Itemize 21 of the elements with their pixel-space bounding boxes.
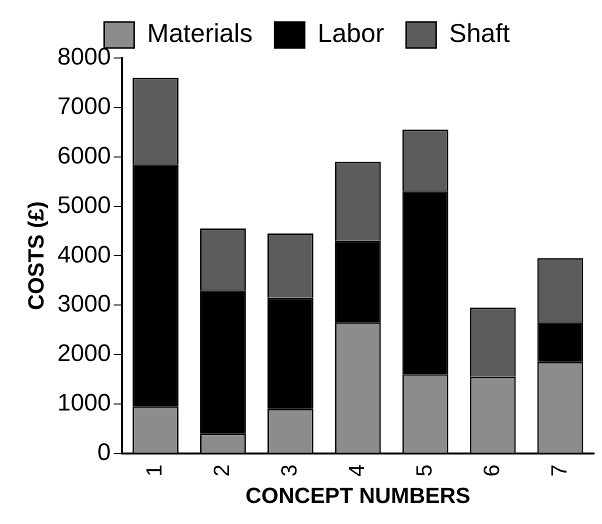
legend-label: Materials <box>147 18 253 48</box>
y-tick-label: 3000 <box>57 290 111 318</box>
y-tick-label: 0 <box>97 438 111 466</box>
y-tick-label: 7000 <box>57 93 111 120</box>
legend-label: Shaft <box>449 18 511 48</box>
x-tick-label: 4 <box>344 464 369 477</box>
y-axis-title: COSTS (£) <box>23 201 48 310</box>
x-tick-label: 2 <box>209 464 234 477</box>
y-tick-label: 6000 <box>57 142 111 170</box>
x-tick-label: 3 <box>276 464 302 477</box>
y-tick-label: 2000 <box>57 340 111 368</box>
x-tick-label: 1 <box>142 464 167 477</box>
x-tick-label: 6 <box>478 464 504 477</box>
y-tick-label: 8000 <box>57 44 111 71</box>
x-axis-title: CONCEPT NUMBERS <box>245 482 470 508</box>
y-tick-label: 1000 <box>57 390 111 417</box>
x-tick-label: 5 <box>411 464 436 477</box>
x-tick-label: 7 <box>546 464 572 477</box>
y-tick-label: 4000 <box>57 241 111 268</box>
y-tick-label: 5000 <box>57 192 111 219</box>
legend-label: Labor <box>318 18 384 48</box>
